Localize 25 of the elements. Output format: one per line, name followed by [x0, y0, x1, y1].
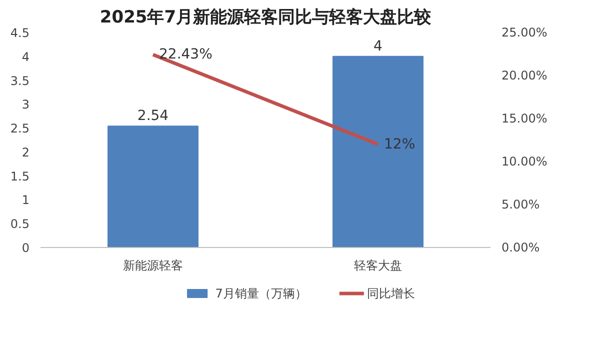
y-tick-label: 0: [22, 241, 30, 255]
x-tick-label: 轻客大盘: [354, 258, 402, 272]
legend-label: 同比增长: [367, 286, 416, 300]
y2-tick-label: 25.00%: [502, 26, 548, 40]
y2-tick-label: 15.00%: [502, 112, 548, 126]
y-tick-label: 2.5: [10, 122, 30, 136]
x-tick-label: 新能源轻客: [123, 258, 183, 272]
y2-tick-label: 0.00%: [502, 240, 540, 254]
data-label: 2.54: [137, 108, 169, 124]
y-tick-label: 0.5: [10, 217, 30, 232]
y-tick-label: 4.5: [10, 26, 30, 40]
y-tick-label: 4: [22, 50, 30, 64]
data-label: 12%: [384, 136, 416, 152]
data-label: 22.43%: [159, 46, 212, 63]
y2-tick-label: 20.00%: [502, 68, 548, 82]
legend-label: 7月销量（万辆）: [215, 286, 307, 300]
y2-tick-label: 5.00%: [502, 198, 540, 212]
chart-title: 2025年7月新能源轻客同比与轻客大盘比较: [100, 8, 432, 28]
y2-tick-label: 10.00%: [502, 154, 548, 168]
y-tick-label: 3.5: [10, 74, 30, 88]
data-label: 4: [374, 38, 383, 54]
y-tick-label: 1: [22, 193, 30, 208]
y-tick-label: 2: [22, 145, 30, 160]
y-tick-label: 3: [22, 98, 30, 112]
y-tick-label: 1.5: [10, 169, 30, 184]
